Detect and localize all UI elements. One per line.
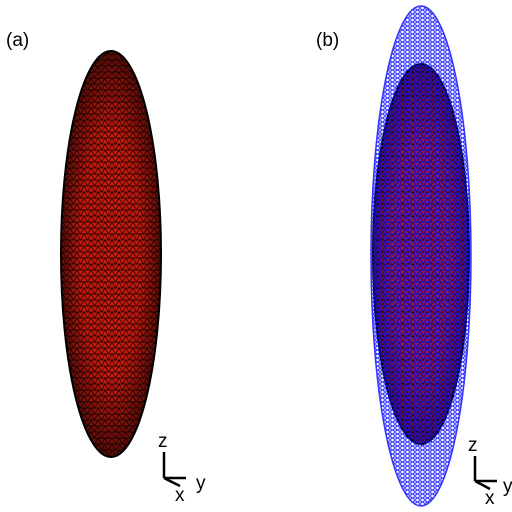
axis-label-x: x <box>485 488 495 509</box>
axis-triad: z x y <box>468 435 512 509</box>
panel-a: (a) z x y <box>6 30 206 506</box>
panel-label: (a) <box>6 30 29 51</box>
axis-label-z: z <box>158 431 168 452</box>
panel-label: (b) <box>316 30 339 51</box>
axis-label-x: x <box>175 485 185 506</box>
outer-mesh <box>370 5 472 507</box>
axis-label-y: y <box>196 473 206 494</box>
axis-label-y: y <box>503 476 512 497</box>
ellipsoid-shading <box>61 51 161 457</box>
axis-label-z: z <box>468 435 478 456</box>
panel-b: (b) z x y <box>316 5 512 509</box>
axis-triad: z x y <box>158 431 206 506</box>
